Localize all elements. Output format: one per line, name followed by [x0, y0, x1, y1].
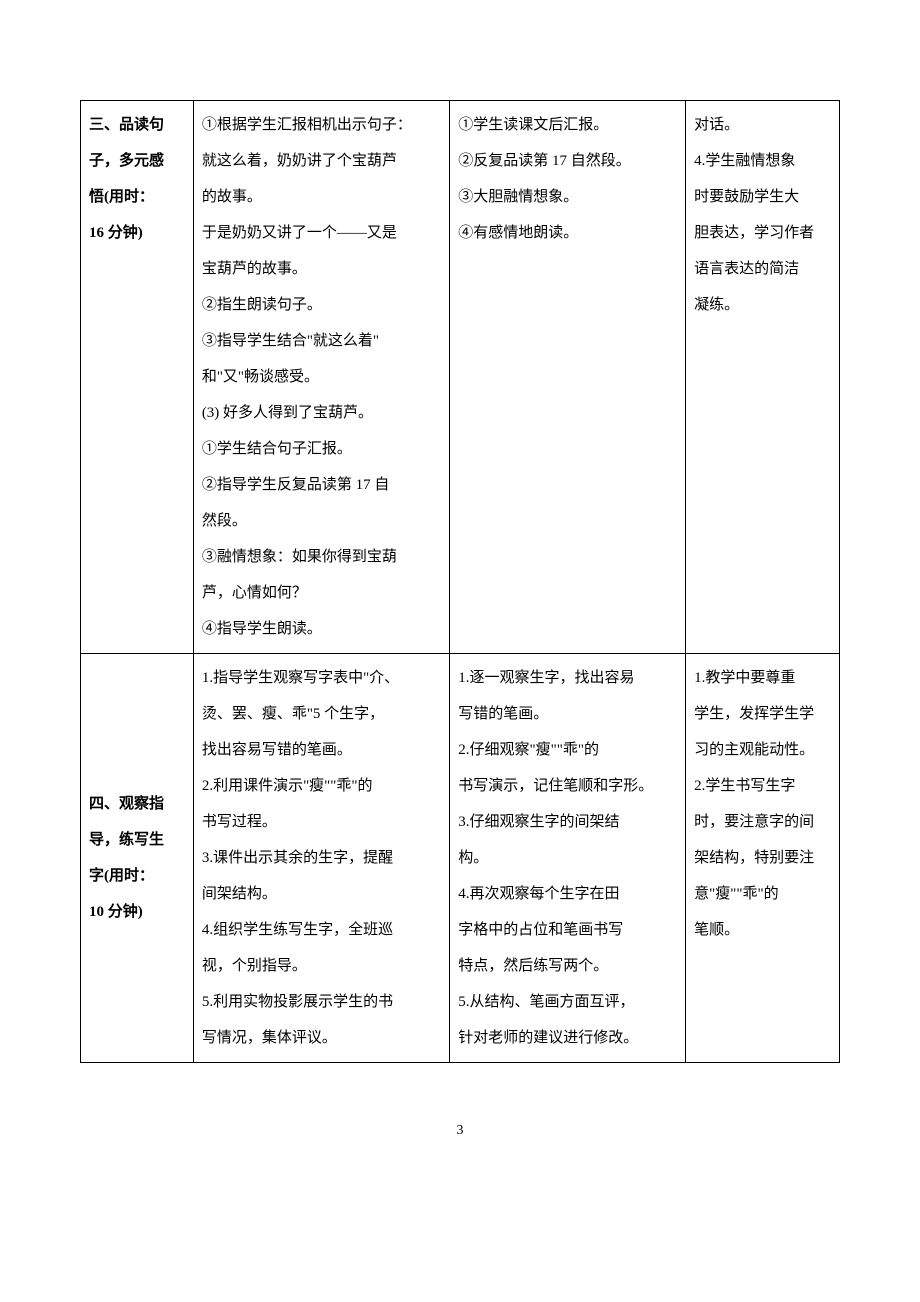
content-line: 宝葫芦的故事。: [202, 251, 441, 287]
content-line: 于是奶奶又讲了一个——又是: [202, 215, 441, 251]
table-row: 三、品读句子，多元感悟(用时：16 分钟)①根据学生汇报相机出示句子：就这么着，…: [81, 101, 840, 654]
content-line: ③指导学生结合"就这么着": [202, 323, 441, 359]
table-body: 三、品读句子，多元感悟(用时：16 分钟)①根据学生汇报相机出示句子：就这么着，…: [81, 101, 840, 1063]
section-title-line: 三、品读句: [89, 107, 185, 143]
content-line: 2.利用课件演示"瘦""乖"的: [202, 768, 441, 804]
student-activity-cell: ①学生读课文后汇报。②反复品读第 17 自然段。③大胆融情想象。④有感情地朗读。: [450, 101, 686, 654]
content-line: 笔顺。: [694, 912, 831, 948]
content-line: 胆表达，学习作者: [694, 215, 831, 251]
content-line: 然段。: [202, 503, 441, 539]
content-line: 针对老师的建议进行修改。: [458, 1020, 677, 1056]
page-number: 3: [80, 1123, 840, 1139]
section-title-line: 导，练写生: [89, 822, 185, 858]
table-row: 四、观察指导，练写生字(用时：10 分钟)1.指导学生观察写字表中"介、烫、罢、…: [81, 654, 840, 1063]
content-line: 写情况，集体评议。: [202, 1020, 441, 1056]
content-line: ③融情想象：如果你得到宝葫: [202, 539, 441, 575]
content-line: 书写过程。: [202, 804, 441, 840]
content-line: 间架结构。: [202, 876, 441, 912]
content-line: 架结构，特别要注: [694, 840, 831, 876]
content-line: 和"又"畅谈感受。: [202, 359, 441, 395]
content-line: 凝练。: [694, 287, 831, 323]
content-line: 时，要注意字的间: [694, 804, 831, 840]
content-line: 烫、罢、瘦、乖"5 个生字，: [202, 696, 441, 732]
content-line: 5.利用实物投影展示学生的书: [202, 984, 441, 1020]
content-line: 就这么着，奶奶讲了个宝葫芦: [202, 143, 441, 179]
content-line: ①学生结合句子汇报。: [202, 431, 441, 467]
section-title-cell: 三、品读句子，多元感悟(用时：16 分钟): [81, 101, 194, 654]
content-line: 时要鼓励学生大: [694, 179, 831, 215]
section-title-line: 四、观察指: [89, 786, 185, 822]
content-line: 4.组织学生练写生字，全班巡: [202, 912, 441, 948]
content-line: ①学生读课文后汇报。: [458, 107, 677, 143]
content-line: 2.学生书写生字: [694, 768, 831, 804]
content-line: 意"瘦""乖"的: [694, 876, 831, 912]
content-line: 特点，然后练写两个。: [458, 948, 677, 984]
content-line: ①根据学生汇报相机出示句子：: [202, 107, 441, 143]
content-line: 对话。: [694, 107, 831, 143]
content-line: 1.指导学生观察写字表中"介、: [202, 660, 441, 696]
section-title-line: 16 分钟): [89, 215, 185, 251]
notes-cell: 1.教学中要尊重学生，发挥学生学习的主观能动性。2.学生书写生字时，要注意字的间…: [686, 654, 840, 1063]
content-line: 1.逐一观察生字，找出容易: [458, 660, 677, 696]
content-line: 4.再次观察每个生字在田: [458, 876, 677, 912]
content-line: 视，个别指导。: [202, 948, 441, 984]
content-line: 找出容易写错的笔画。: [202, 732, 441, 768]
section-title-line: 悟(用时：: [89, 179, 185, 215]
student-activity-cell: 1.逐一观察生字，找出容易写错的笔画。2.仔细观察"瘦""乖"的书写演示，记住笔…: [450, 654, 686, 1063]
content-line: ④指导学生朗读。: [202, 611, 441, 647]
content-line: 芦，心情如何？: [202, 575, 441, 611]
content-line: ④有感情地朗读。: [458, 215, 677, 251]
content-line: 4.学生融情想象: [694, 143, 831, 179]
content-line: 3.课件出示其余的生字，提醒: [202, 840, 441, 876]
content-line: 书写演示，记住笔顺和字形。: [458, 768, 677, 804]
content-line: 构。: [458, 840, 677, 876]
lesson-plan-table: 三、品读句子，多元感悟(用时：16 分钟)①根据学生汇报相机出示句子：就这么着，…: [80, 100, 840, 1063]
content-line: ③大胆融情想象。: [458, 179, 677, 215]
content-line: 2.仔细观察"瘦""乖"的: [458, 732, 677, 768]
section-title-line: 10 分钟): [89, 894, 185, 930]
content-line: (3) 好多人得到了宝葫芦。: [202, 395, 441, 431]
content-line: 5.从结构、笔画方面互评，: [458, 984, 677, 1020]
notes-cell: 对话。4.学生融情想象时要鼓励学生大胆表达，学习作者语言表达的简洁凝练。: [686, 101, 840, 654]
content-line: ②指生朗读句子。: [202, 287, 441, 323]
content-line: 写错的笔画。: [458, 696, 677, 732]
section-title-cell: 四、观察指导，练写生字(用时：10 分钟): [81, 654, 194, 1063]
content-line: 3.仔细观察生字的间架结: [458, 804, 677, 840]
content-line: 1.教学中要尊重: [694, 660, 831, 696]
section-title-line: 字(用时：: [89, 858, 185, 894]
teacher-activity-cell: ①根据学生汇报相机出示句子：就这么着，奶奶讲了个宝葫芦的故事。于是奶奶又讲了一个…: [193, 101, 449, 654]
content-line: 的故事。: [202, 179, 441, 215]
section-title-line: 子，多元感: [89, 143, 185, 179]
content-line: 习的主观能动性。: [694, 732, 831, 768]
content-line: 语言表达的简洁: [694, 251, 831, 287]
content-line: ②指导学生反复品读第 17 自: [202, 467, 441, 503]
content-line: 字格中的占位和笔画书写: [458, 912, 677, 948]
teacher-activity-cell: 1.指导学生观察写字表中"介、烫、罢、瘦、乖"5 个生字，找出容易写错的笔画。2…: [193, 654, 449, 1063]
content-line: ②反复品读第 17 自然段。: [458, 143, 677, 179]
content-line: 学生，发挥学生学: [694, 696, 831, 732]
